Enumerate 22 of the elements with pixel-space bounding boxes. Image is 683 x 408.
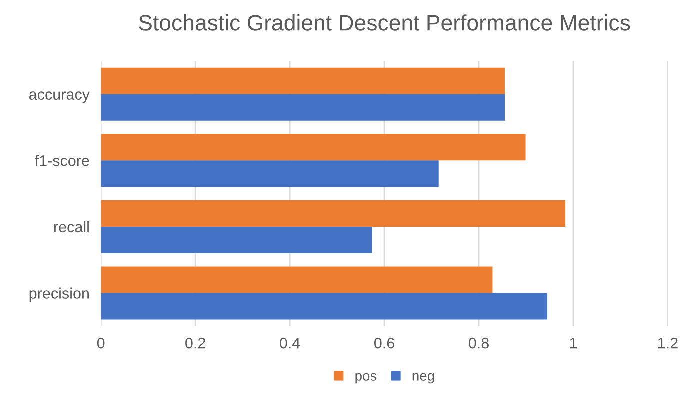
- y-tick-label: accuracy: [29, 92, 90, 104]
- chart-title: Stochastic Gradient Descent Performance Metrics: [139, 14, 630, 31]
- bar: [101, 226, 372, 254]
- x-tick-label: 0.6: [374, 338, 394, 349]
- bar: [101, 293, 548, 320]
- y-tick-label: recall: [54, 221, 89, 233]
- y-tick-label: precision: [30, 288, 89, 302]
- x-tick-label: 0.4: [280, 338, 300, 349]
- x-tick-label: 1: [570, 338, 577, 349]
- x-tick-label: 0.8: [468, 338, 489, 349]
- bar: [101, 160, 439, 188]
- bar: [101, 266, 493, 294]
- bar: [101, 200, 566, 227]
- legend-label: neg: [412, 373, 434, 384]
- x-tick-label: 1.2: [658, 338, 678, 349]
- x-tick-label: 0: [97, 338, 105, 349]
- x-tick-label: 0.2: [186, 338, 206, 349]
- bar: [101, 134, 526, 161]
- legend-label: pos: [356, 373, 377, 384]
- bar: [101, 94, 505, 121]
- bar: [101, 68, 505, 94]
- y-tick-label: f1-score: [35, 155, 90, 166]
